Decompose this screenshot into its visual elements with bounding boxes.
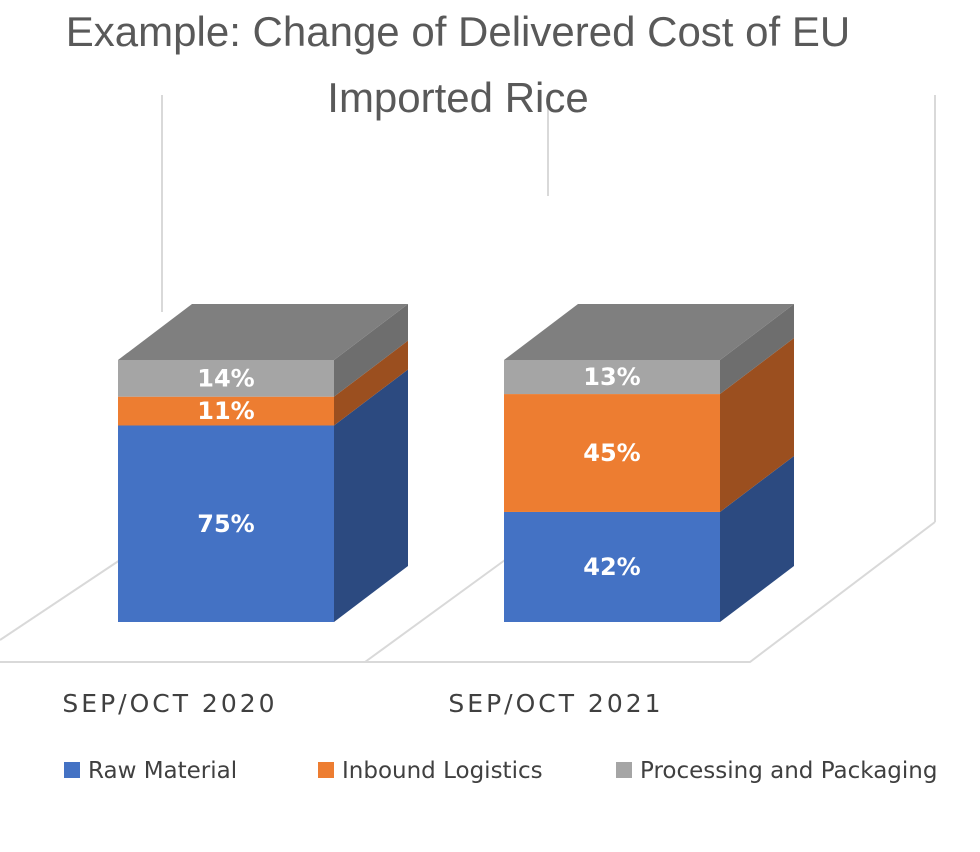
legend-swatch (64, 762, 80, 778)
data-label-2-3: 13% (583, 363, 640, 391)
chart-title-line-2: Imported Rice (327, 74, 588, 121)
bar-segment-side (334, 304, 408, 397)
bar-top-face (118, 304, 408, 360)
bar-segment-side (720, 455, 794, 622)
bar-segment-side (720, 338, 794, 512)
data-label-1-2: 11% (197, 397, 254, 425)
bar-stack-2: 42% 45% 13% (504, 304, 794, 622)
data-label-2-2: 45% (583, 439, 640, 467)
legend-label: Inbound Logistics (342, 758, 543, 784)
bar-segment-side (334, 340, 408, 426)
legend-swatch (616, 762, 632, 778)
chart-title-line-1: Example: Change of Delivered Cost of EU (66, 8, 850, 55)
category-label-1: SEP/OCT 2020 (62, 689, 277, 718)
bar-segment-side (720, 304, 794, 395)
bar-segment-1-2: 11% (118, 340, 408, 426)
category-label-2: SEP/OCT 2021 (448, 689, 663, 718)
bar-segment-2-2: 45% (504, 338, 794, 512)
bar-segment-front (504, 511, 720, 622)
category-axis-labels: SEP/OCT 2020 SEP/OCT 2021 (62, 689, 663, 718)
floor-divider-middle (364, 559, 506, 663)
legend: Raw Material Inbound Logistics Processing … (64, 758, 937, 784)
bar-segment-1-1: 75% (118, 369, 408, 622)
chart-title: Example: Change of Delivered Cost of EU … (66, 8, 850, 121)
data-label-1-3: 14% (197, 364, 254, 392)
legend-label: Processing and Packaging (640, 758, 937, 784)
legend-label: Raw Material (88, 758, 237, 784)
bar-segment-2-1: 42% (504, 455, 794, 622)
legend-item-3: Processing and Packaging (616, 758, 937, 784)
data-label-2-1: 42% (583, 553, 640, 581)
legend-item-1: Raw Material (64, 758, 237, 784)
legend-swatch (318, 762, 334, 778)
floor-divider-left (0, 559, 121, 641)
legend-item-2: Inbound Logistics (318, 758, 543, 784)
bars: 75% 11% 14% 42% 45% 13% (118, 304, 794, 622)
bar-segment-front (118, 396, 334, 426)
bar-segment-front (118, 360, 334, 397)
bar-segment-front (118, 425, 334, 622)
bar-stack-1: 75% 11% 14% (118, 304, 408, 622)
chart-floor (0, 95, 936, 663)
bar-top-face (504, 304, 794, 360)
floor-front-edge (0, 521, 936, 663)
bar-segment-1-3: 14% (118, 304, 408, 397)
bar-segment-front (504, 360, 720, 395)
bar-segment-2-3: 13% (504, 304, 794, 395)
bar-segment-front (504, 394, 720, 512)
data-label-1-1: 75% (197, 510, 254, 538)
bar-segment-side (334, 369, 408, 622)
